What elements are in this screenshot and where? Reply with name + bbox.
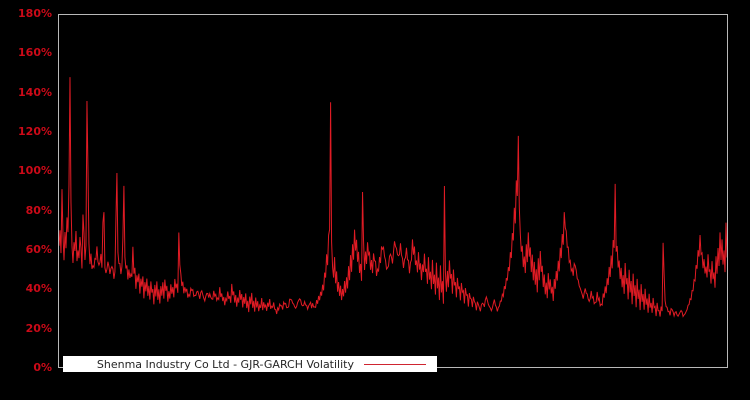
y-axis: 0% 20% 40% 60% 80% 100% 120% 140% 160% 180% [0,0,56,400]
y-axis-tick-label: 60% [25,243,52,256]
y-axis-tick-label: 0% [33,361,52,374]
y-axis-tick-label: 80% [25,203,52,217]
chart-legend: Shenma Industry Co Ltd - GJR-GARCH Volat… [63,356,437,372]
y-axis-tick-label: 20% [25,321,52,335]
legend-label: Shenma Industry Co Ltd - GJR-GARCH Volat… [96,357,354,371]
y-axis-tick-label: 40% [25,282,52,296]
legend-line-swatch [364,363,426,365]
y-axis-tick-label: 100% [18,164,52,178]
series-line [59,77,727,316]
volatility-series [59,15,727,367]
y-axis-tick-label: 180% [18,7,52,20]
y-axis-tick-label: 160% [18,46,52,60]
plot-area [58,14,728,368]
y-axis-tick-label: 140% [18,85,52,99]
y-axis-tick-label: 120% [18,125,52,138]
